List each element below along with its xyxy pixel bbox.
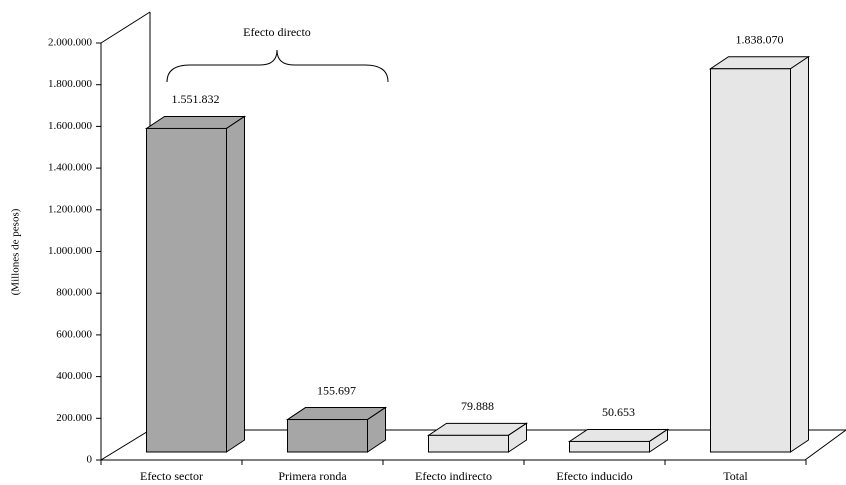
y-tick-label: 400.000 <box>56 370 92 382</box>
y-tick-label: 800.000 <box>56 287 92 299</box>
bar <box>710 68 791 453</box>
bar-side <box>226 115 245 453</box>
y-tick-label: 1.400.000 <box>48 162 93 174</box>
x-tick-label: Efecto inducido <box>556 469 632 483</box>
bar <box>146 127 227 453</box>
value-label: 1.838.070 <box>736 33 784 47</box>
y-tick-label: 2.000.000 <box>48 37 93 49</box>
bar <box>287 419 368 453</box>
x-tick-label: Primera ronda <box>278 469 347 483</box>
bar <box>569 440 650 453</box>
y-tick-label: 1.600.000 <box>48 120 93 132</box>
y-tick-label: 1.000.000 <box>48 245 93 257</box>
value-label: 50.653 <box>602 405 635 419</box>
y-tick-label: 600.000 <box>56 328 92 340</box>
annotation: Efecto directo <box>243 25 311 39</box>
bar <box>428 434 509 453</box>
bar-side <box>790 55 809 453</box>
x-tick-label: Total <box>723 469 748 483</box>
y-tick-label: 1.200.000 <box>48 203 93 215</box>
y-tick-label: 0 <box>87 454 93 466</box>
y-tick-label: 1.800.000 <box>48 78 93 90</box>
wall-edge <box>100 11 151 44</box>
value-label: 155.697 <box>317 383 356 397</box>
x-tick-label: Efecto indirecto <box>415 469 492 483</box>
floor <box>99 429 846 461</box>
y-axis-title: (Millones de pesos) <box>10 208 22 295</box>
value-label: 79.888 <box>461 399 494 413</box>
value-label: 1.551.832 <box>172 92 220 106</box>
brace <box>166 49 389 83</box>
y-tick-label: 200.000 <box>56 412 92 424</box>
x-tick-label: Efecto sector <box>140 469 203 483</box>
